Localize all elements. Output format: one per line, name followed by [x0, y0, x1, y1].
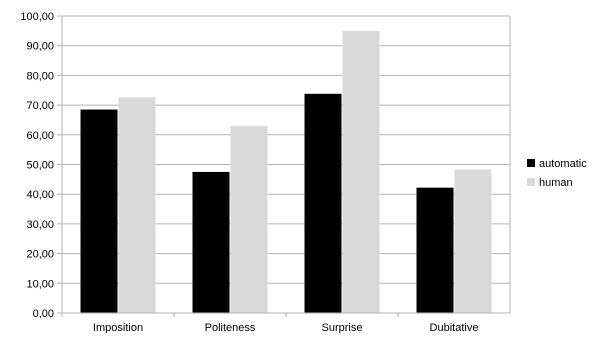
x-tick-label: Surprise — [322, 322, 363, 333]
y-tick-label: 90,00 — [26, 41, 54, 53]
bar-human-politeness — [230, 125, 268, 313]
y-tick-label: 50,00 — [26, 160, 54, 172]
x-tick-label: Dubitative — [430, 322, 479, 333]
y-tick-label: 60,00 — [26, 130, 54, 142]
bar-human-dubitative — [454, 169, 492, 313]
legend-swatch-human — [527, 178, 535, 186]
y-tick-label: 30,00 — [26, 219, 54, 231]
y-tick-label: 40,00 — [26, 189, 54, 201]
bar-automatic-surprise — [304, 93, 342, 314]
bars — [80, 30, 492, 314]
bar-human-surprise — [342, 30, 380, 313]
y-tick-label: 100,00 — [20, 11, 54, 23]
y-tick-labels: 0,00 10,00 20,00 30,00 40,00 50,00 60,00 70,00 8… — [20, 11, 54, 320]
bar-automatic-politeness — [192, 171, 230, 313]
legend-label-automatic: automatic — [539, 158, 587, 170]
x-tick-label: Imposition — [93, 322, 143, 333]
y-tick-label: 70,00 — [26, 100, 54, 112]
legend: automatic human — [527, 158, 587, 189]
bar-automatic-dubitative — [416, 187, 454, 313]
y-tick-label: 0,00 — [33, 308, 54, 320]
y-tick-label: 10,00 — [26, 278, 54, 290]
x-tick-label: Politeness — [205, 322, 256, 333]
y-tick-label: 20,00 — [26, 249, 54, 261]
x-tick-labels: Imposition Politeness Surprise Dubitative — [93, 322, 479, 334]
legend-swatch-automatic — [527, 159, 535, 167]
legend-label-human: human — [539, 177, 573, 189]
y-tick-label: 80,00 — [26, 70, 54, 82]
axes — [57, 15, 511, 317]
bar-automatic-imposition — [80, 109, 118, 314]
bar-human-imposition — [118, 97, 156, 314]
